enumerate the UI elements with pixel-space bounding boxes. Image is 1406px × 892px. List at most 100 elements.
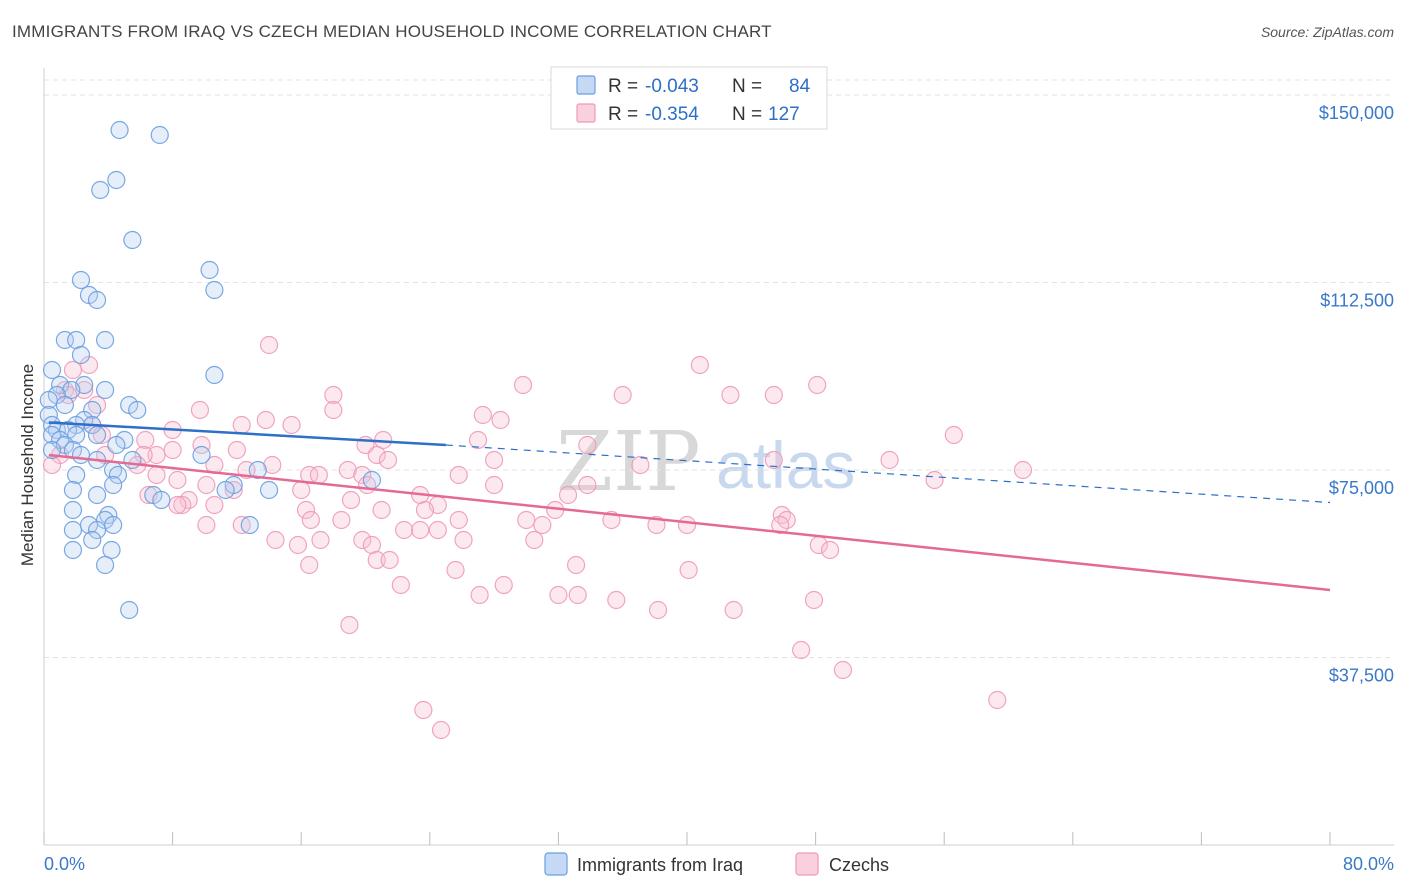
czechs-point [63,360,83,380]
iraq-point [240,515,259,535]
iraq-point [63,520,83,540]
czechs-point [197,475,216,495]
czechs-point [558,485,578,505]
czechs-point [808,375,827,395]
czechs-point [324,385,343,405]
czechs-point [568,585,587,605]
czechs-point [771,515,790,535]
iraq-point [104,475,123,495]
iraq-point [95,380,115,400]
bottom-legend-label-iraq: Immigrants from Iraq [577,855,743,875]
iraq-point [95,555,115,575]
iraq-trend-extension [445,444,1331,504]
czechs-point [232,415,251,435]
y-tick-labels: $37,500 $75,000 $112,500 $150,000 [1319,103,1394,686]
iraq-point [248,460,267,480]
czechs-point [311,530,330,550]
iraq-point [123,450,142,470]
czechs-point [147,445,166,465]
czechs-point [391,575,410,595]
czechs-point [988,690,1007,710]
czechs-point [470,585,489,605]
legend-box [550,66,828,130]
iraq-point [71,345,91,365]
czechs-point [724,600,743,620]
iraq-point [62,380,81,400]
czechs-trend-line [48,453,1331,592]
czechs-point [485,450,504,470]
iraq-point [107,170,126,190]
czechs-point [324,400,343,420]
iraq-point [63,500,83,520]
y-tick-label: $75,000 [1329,478,1394,498]
iraq-trend-line [48,421,446,447]
iraq-point [120,600,139,620]
iraq-point [128,400,147,420]
chart-title: IMMIGRANTS FROM IRAQ VS CZECH MEDIAN HOU… [12,22,772,41]
czechs-point [288,535,308,555]
czechs-point [134,445,153,465]
iraq-point [152,490,171,510]
czechs-point [473,405,492,425]
czechs-point [525,530,544,550]
czechs-point [372,500,391,520]
y-axis-title: Median Household Income [18,364,37,566]
czechs-point [367,550,386,570]
trend-lines [48,421,1331,592]
czechs-point [449,510,468,530]
iraq-point [200,260,219,280]
czechs-point [764,450,783,470]
czechs-point [513,375,533,395]
legend-swatch-blue [576,75,596,95]
iraq-point [216,480,235,500]
bottom-legend-swatch-czechs [795,852,819,876]
czechs-point [485,475,504,495]
czechs-point [690,355,709,375]
legend-swatch-pink [576,103,596,123]
y-tick-label: $112,500 [1320,291,1394,311]
iraq-point [104,515,123,535]
czechs-point [428,520,447,540]
czechs-point [431,720,451,740]
czechs-point [353,465,372,485]
x-tick-label-max: 80.0% [1343,854,1394,874]
iraq-point [102,540,121,560]
czechs-point [394,520,414,540]
czechs-point [136,430,155,450]
x-ticks [43,832,1331,845]
czechs-point [296,500,316,520]
czechs-point [378,450,398,470]
czechs-point [332,510,351,530]
iraq-point [87,485,107,505]
watermark-atlas: atlas [716,428,855,502]
czechs-point [880,450,899,470]
iraq-point [50,375,70,395]
czechs-point [168,495,187,515]
czechs-point [367,445,386,465]
iraq-point [192,445,211,465]
czechs-point [804,590,824,610]
iraq-point [55,395,74,415]
czechs-point [362,535,382,555]
czechs-point [648,600,668,620]
iraq-point [63,480,83,500]
iraq-point [205,280,224,300]
iraq-point [71,270,91,290]
czechs-point [944,425,963,445]
czechs-point [205,495,224,515]
iraq-point [362,470,382,490]
czechs-point [792,640,811,660]
czechs-point [300,555,319,575]
y-tick-label: $37,500 [1329,666,1394,686]
legend-r-value-2: -0.354 [645,104,699,125]
czechs-point [163,440,182,460]
czechs-point [449,465,468,485]
correlation-legend: R = -0.043 N = 84 R = -0.354 N = 127 [550,66,828,130]
czechs-point [338,460,357,480]
iraq-point [107,435,126,455]
iraq-point [87,425,107,445]
x-tick-label-min: 0.0% [44,854,85,874]
czechs-point [353,530,372,550]
legend-n-label-2: N = [732,104,762,125]
